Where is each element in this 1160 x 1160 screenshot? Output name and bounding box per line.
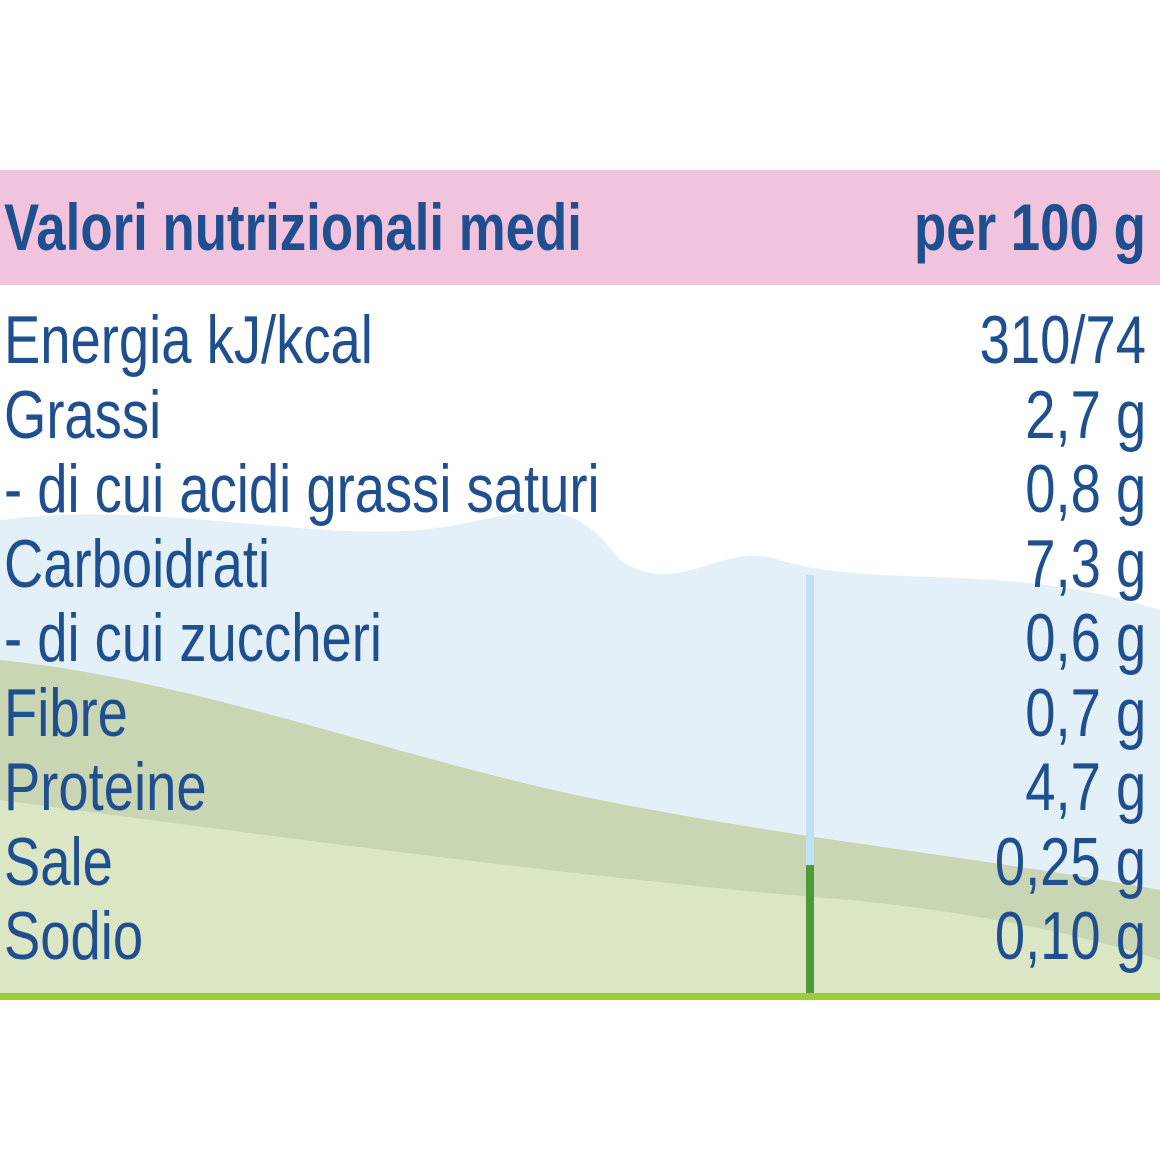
header-band bbox=[0, 170, 1160, 285]
table-row: - di cui acidi grassi saturi 0,8 g bbox=[0, 452, 1160, 527]
ground-line bbox=[0, 993, 1160, 1000]
table-row: - di cui zuccheri 0,6 g bbox=[0, 601, 1160, 676]
nutrient-value: 0,7 g bbox=[1025, 674, 1146, 751]
nutrient-value: 0,10 g bbox=[994, 898, 1146, 974]
nutrient-name: Proteine bbox=[4, 749, 207, 825]
table-row: Fibre 0,7 g bbox=[0, 674, 1160, 751]
nutrient-value: 0,25 g bbox=[994, 823, 1146, 900]
header-row: Valori nutrizionali medi per 100 g bbox=[0, 190, 1160, 265]
hill-light bbox=[0, 800, 1160, 1000]
nutrient-name: - di cui zuccheri bbox=[4, 600, 382, 676]
nutrient-name: - di cui acidi grassi saturi bbox=[4, 451, 600, 527]
nutrient-value: 0,8 g bbox=[1025, 451, 1146, 527]
nutrient-name: Fibre bbox=[4, 674, 128, 751]
nutrient-name: Sodio bbox=[4, 898, 144, 974]
nutrient-name: Energia kJ/kcal bbox=[4, 302, 373, 378]
nutrient-value: 7,3 g bbox=[1025, 525, 1146, 602]
table-row: Proteine 4,7 g bbox=[0, 750, 1160, 825]
header-unit: per 100 g bbox=[914, 190, 1146, 264]
nutrient-name: Sale bbox=[4, 823, 113, 900]
header-title: Valori nutrizionali medi bbox=[4, 190, 582, 264]
nutrient-value: 2,7 g bbox=[1025, 376, 1146, 453]
table-row: Energia kJ/kcal 310/74 bbox=[0, 303, 1160, 378]
nutrient-value: 0,6 g bbox=[1025, 600, 1146, 676]
table-row: Grassi 2,7 g bbox=[0, 376, 1160, 453]
nutrient-value: 4,7 g bbox=[1025, 749, 1146, 825]
nutrient-name: Carboidrati bbox=[4, 525, 271, 602]
table-row: Carboidrati 7,3 g bbox=[0, 525, 1160, 602]
nutrient-name: Grassi bbox=[4, 376, 162, 453]
table-row: Sale 0,25 g bbox=[0, 823, 1160, 900]
nutrient-value: 310/74 bbox=[979, 302, 1146, 378]
table-row: Sodio 0,10 g bbox=[0, 899, 1160, 974]
